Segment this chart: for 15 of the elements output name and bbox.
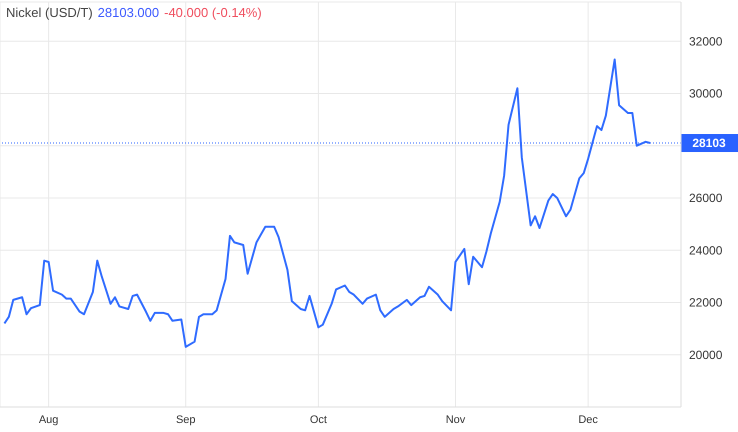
y-tick-label: 22000	[689, 296, 723, 310]
x-tick-label: Nov	[446, 414, 466, 426]
ref-line-label: 28103	[692, 136, 726, 150]
y-tick-label: 20000	[689, 348, 723, 362]
chart-title: Nickel (USD/T)	[6, 5, 93, 20]
y-tick-label: 24000	[689, 243, 723, 258]
y-tick-label: 30000	[689, 86, 723, 101]
annotation: -40.000 (-0.14%)	[164, 5, 262, 20]
x-tick-label: Sep	[176, 414, 196, 426]
y-tick-label: 32000	[689, 34, 723, 48]
x-tick-label: Aug	[38, 414, 58, 426]
x-tick-label: Dec	[578, 414, 598, 426]
y-tick-label: 26000	[689, 191, 723, 206]
x-tick-label: Oct	[310, 414, 327, 426]
annotation: 28103.000	[98, 5, 160, 20]
